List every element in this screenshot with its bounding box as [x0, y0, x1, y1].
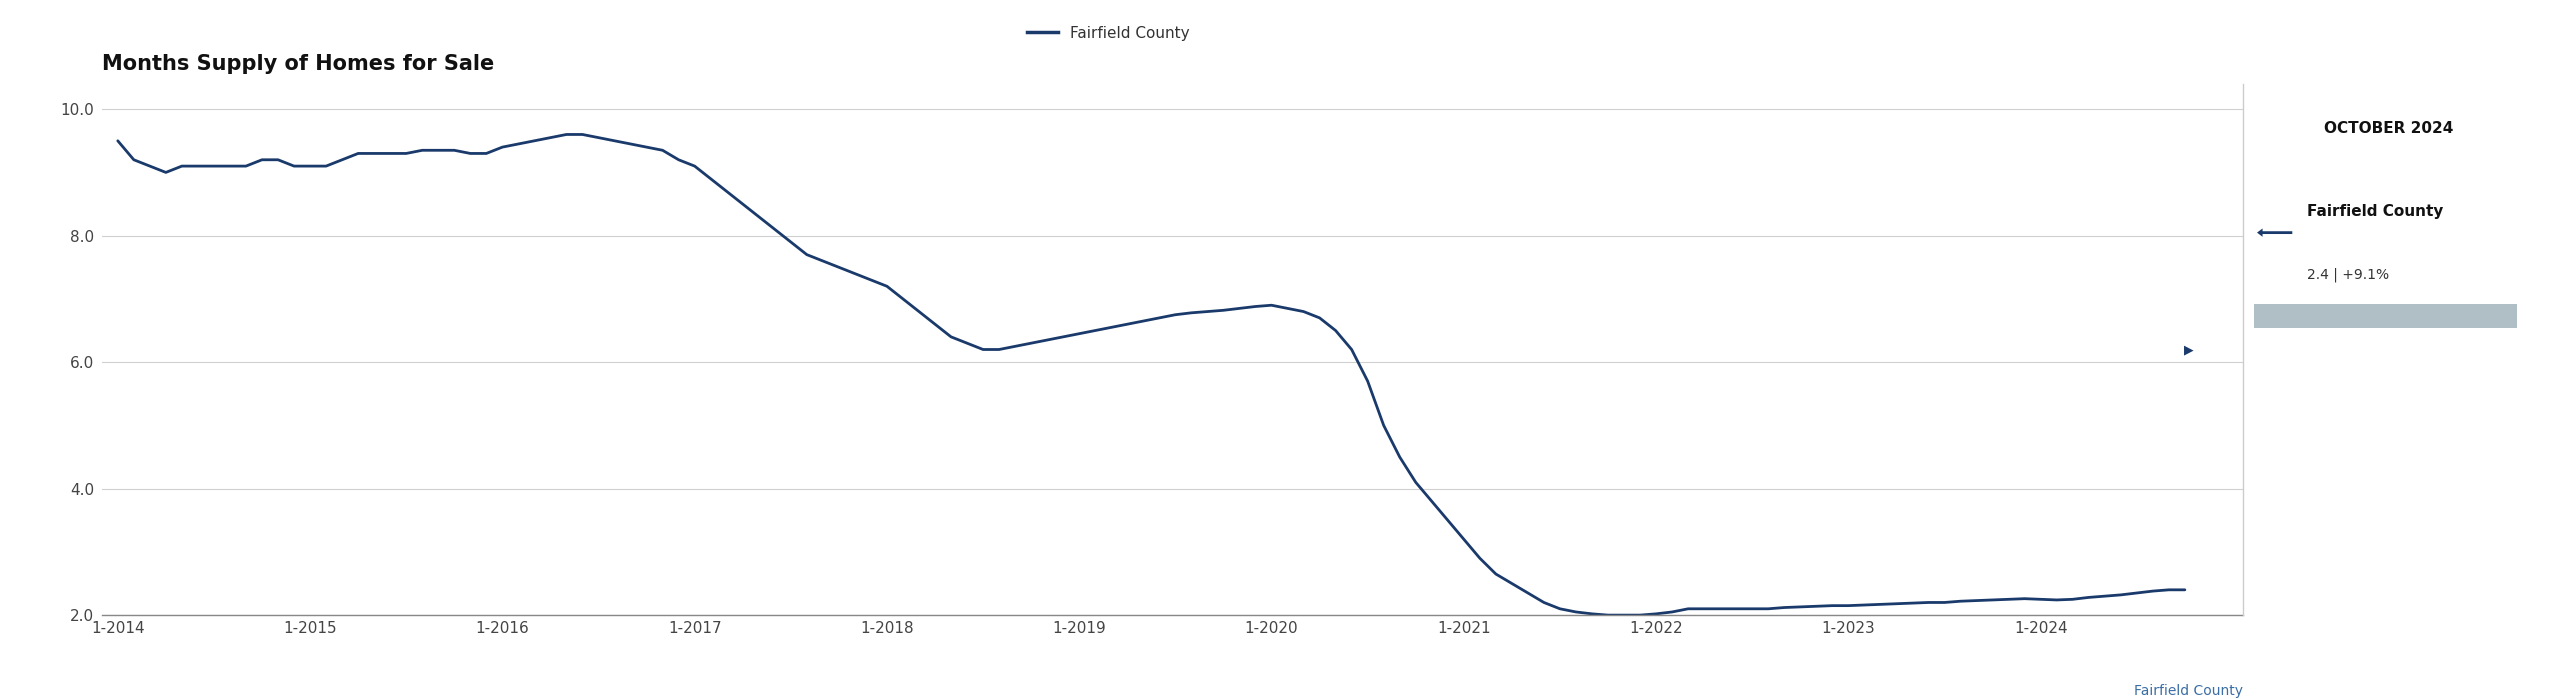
Legend: Fairfield County: Fairfield County — [1021, 20, 1196, 48]
Text: Fairfield County: Fairfield County — [2307, 204, 2442, 219]
Text: ▶: ▶ — [2184, 343, 2194, 356]
Text: Months Supply of Homes for Sale: Months Supply of Homes for Sale — [102, 54, 494, 74]
Text: OCTOBER 2024: OCTOBER 2024 — [2324, 121, 2452, 136]
Bar — [2255, 304, 2516, 329]
Text: 2.4 | +9.1%: 2.4 | +9.1% — [2307, 268, 2388, 282]
Text: Fairfield County: Fairfield County — [2132, 684, 2243, 698]
